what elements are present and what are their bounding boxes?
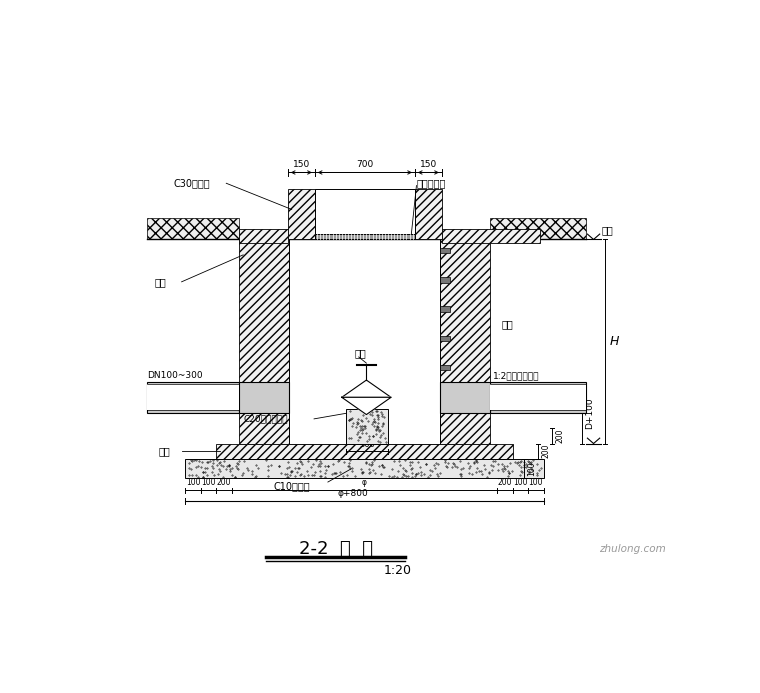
Bar	[439, 240, 489, 444]
Bar	[439, 277, 451, 283]
Bar	[147, 382, 239, 413]
Text: 300: 300	[359, 440, 375, 449]
Polygon shape	[342, 397, 391, 414]
Text: C30砼井圈: C30砼井圈	[174, 178, 211, 188]
Text: 底板: 底板	[159, 446, 170, 456]
Bar	[439, 306, 451, 312]
Text: 150: 150	[420, 160, 437, 169]
Text: C20混凝土支墩: C20混凝土支墩	[243, 414, 288, 423]
Bar	[147, 384, 239, 410]
Bar	[489, 218, 586, 240]
Bar	[288, 189, 315, 240]
Text: 1:20: 1:20	[383, 564, 411, 577]
Text: 闸阀: 闸阀	[355, 348, 366, 358]
Text: 100: 100	[527, 462, 537, 476]
Bar	[489, 384, 586, 410]
Text: 100: 100	[528, 478, 543, 487]
Bar	[439, 382, 489, 413]
Bar	[315, 234, 415, 240]
Polygon shape	[342, 380, 391, 397]
Text: 路面: 路面	[601, 225, 613, 235]
Text: 200: 200	[541, 444, 550, 459]
Bar	[415, 189, 442, 240]
Text: 150: 150	[293, 160, 310, 169]
Text: DN100~300: DN100~300	[147, 371, 203, 380]
Text: 井盖及盖座: 井盖及盖座	[416, 178, 446, 188]
Text: 200: 200	[498, 478, 512, 487]
Text: 700: 700	[356, 160, 373, 169]
Text: 100: 100	[186, 478, 201, 487]
Bar	[439, 365, 451, 370]
Bar	[239, 240, 290, 444]
Bar	[442, 229, 540, 243]
Text: 1:2水泥砂浆填塞: 1:2水泥砂浆填塞	[493, 371, 540, 380]
Bar	[217, 444, 513, 459]
Text: D+100: D+100	[585, 397, 594, 428]
Text: C10砼垫层: C10砼垫层	[274, 481, 311, 491]
Bar	[185, 459, 543, 478]
Text: 100: 100	[513, 478, 527, 487]
Text: H: H	[610, 335, 619, 348]
Text: zhulong.com: zhulong.com	[599, 544, 666, 554]
Bar	[346, 409, 388, 444]
Text: 200: 200	[555, 428, 564, 443]
Text: 2-2  剖  面: 2-2 剖 面	[299, 540, 372, 558]
Bar	[315, 189, 415, 240]
Bar	[239, 229, 288, 243]
Bar	[147, 218, 239, 240]
Bar	[439, 248, 451, 254]
Bar	[290, 240, 439, 444]
Bar	[239, 382, 290, 413]
Bar	[439, 335, 451, 341]
Text: 踏步: 踏步	[501, 319, 513, 329]
Text: φ+800: φ+800	[337, 489, 369, 498]
Text: 200: 200	[217, 478, 231, 487]
Text: 盖板: 盖板	[154, 277, 166, 287]
Text: φ: φ	[362, 478, 367, 487]
Text: 100: 100	[201, 478, 216, 487]
Bar	[489, 382, 586, 413]
